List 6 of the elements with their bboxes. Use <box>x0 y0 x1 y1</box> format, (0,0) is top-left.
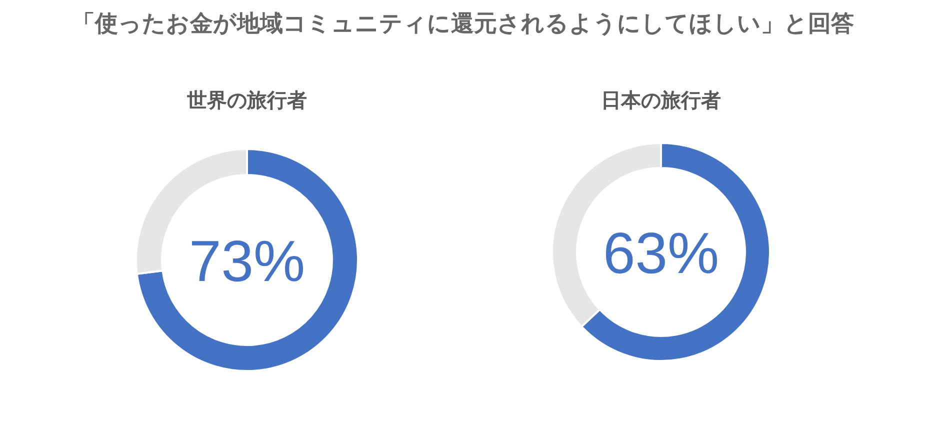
chart-title: 日本の旅行者 <box>601 89 721 112</box>
data-label: 73% <box>188 229 306 294</box>
data-label: 63% <box>602 221 720 286</box>
chart-title: 世界の旅行者 <box>186 89 307 112</box>
donut-slice <box>136 148 359 372</box>
text: 「使ったお金が地域コミュニティに還元されるようにしてほしい」と回答 <box>72 10 854 36</box>
